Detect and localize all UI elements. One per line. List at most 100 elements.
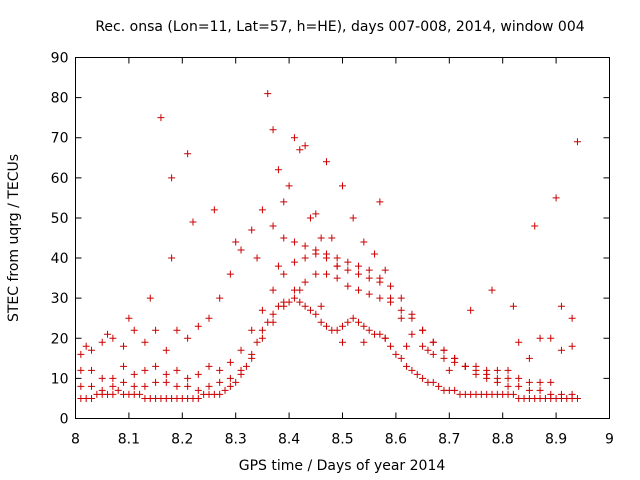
- x-tick-label: 8.7: [438, 432, 460, 448]
- data-point: [413, 370, 421, 378]
- data-point: [403, 342, 411, 350]
- data-point: [344, 282, 352, 290]
- y-tick-label: 30: [51, 291, 69, 307]
- data-point: [194, 370, 202, 378]
- data-point: [162, 378, 170, 386]
- data-point: [376, 330, 384, 338]
- data-point: [258, 334, 266, 342]
- data-point: [141, 382, 149, 390]
- data-point: [440, 346, 448, 354]
- data-point: [184, 150, 192, 158]
- data-point: [504, 374, 512, 382]
- data-point: [573, 138, 581, 146]
- data-point: [376, 198, 384, 206]
- data-point: [408, 366, 416, 374]
- data-point: [355, 318, 363, 326]
- data-point: [339, 338, 346, 346]
- data-point: [210, 206, 218, 214]
- data-point: [536, 334, 544, 342]
- data-point: [296, 286, 304, 294]
- data-point: [237, 346, 245, 354]
- y-tick-label: 60: [51, 171, 69, 187]
- data-point: [120, 362, 128, 370]
- data-point: [157, 114, 165, 122]
- data-point: [333, 326, 341, 334]
- data-point: [301, 278, 309, 286]
- data-point: [269, 126, 277, 134]
- y-tick-label: 80: [51, 91, 69, 107]
- x-tick-label: 8.6: [385, 432, 407, 448]
- data-point: [301, 254, 309, 262]
- data-point: [419, 342, 427, 350]
- data-point: [109, 374, 117, 382]
- data-point: [253, 254, 261, 262]
- data-point: [173, 326, 181, 334]
- data-point: [125, 314, 133, 322]
- data-point: [531, 222, 539, 230]
- data-point: [237, 246, 245, 254]
- data-point: [269, 222, 277, 230]
- data-point: [515, 338, 523, 346]
- data-point: [280, 198, 288, 206]
- data-point: [232, 378, 240, 386]
- data-point: [322, 322, 330, 330]
- data-point: [435, 382, 443, 390]
- x-tick-label: 8.3: [225, 432, 247, 448]
- data-point: [216, 366, 224, 374]
- data-point: [397, 306, 405, 314]
- data-point: [136, 390, 144, 398]
- data-point: [205, 314, 213, 322]
- data-point: [344, 318, 352, 326]
- data-point: [440, 354, 448, 362]
- data-point: [365, 274, 373, 282]
- data-point: [216, 294, 224, 302]
- data-point: [339, 182, 346, 190]
- data-point: [221, 386, 229, 394]
- data-point: [98, 374, 106, 382]
- data-point: [360, 322, 368, 330]
- data-point: [381, 266, 389, 274]
- data-point: [285, 182, 293, 190]
- data-point: [573, 394, 581, 402]
- data-point: [77, 382, 85, 390]
- data-point: [205, 362, 213, 370]
- data-point: [120, 378, 128, 386]
- data-point: [344, 258, 352, 266]
- data-point: [360, 238, 368, 246]
- data-point: [98, 338, 106, 346]
- data-point: [104, 330, 112, 338]
- data-point: [461, 362, 469, 370]
- data-point: [360, 338, 368, 346]
- data-point: [130, 382, 138, 390]
- data-point: [349, 214, 357, 222]
- data-point: [152, 326, 160, 334]
- data-point: [109, 390, 117, 398]
- x-tick-label: 8.5: [331, 432, 353, 448]
- data-point: [493, 374, 501, 382]
- data-point: [333, 262, 341, 270]
- x-tick-label: 9: [605, 432, 614, 448]
- data-point: [376, 274, 384, 282]
- data-point: [515, 374, 523, 382]
- data-point: [130, 370, 138, 378]
- data-point: [184, 382, 192, 390]
- data-point: [322, 250, 330, 258]
- data-point: [168, 254, 176, 262]
- data-point: [290, 258, 298, 266]
- data-point: [242, 362, 250, 370]
- y-tick-label: 10: [51, 371, 69, 387]
- data-point: [280, 234, 288, 242]
- data-point: [120, 342, 128, 350]
- data-point: [568, 342, 576, 350]
- data-point: [322, 158, 330, 166]
- data-point: [387, 294, 395, 302]
- data-point: [194, 322, 202, 330]
- data-point: [403, 362, 411, 370]
- data-point: [515, 382, 523, 390]
- data-point: [173, 382, 181, 390]
- data-point: [184, 374, 192, 382]
- x-tick-label: 8: [71, 432, 80, 448]
- data-points: [77, 90, 581, 402]
- data-point: [216, 378, 224, 386]
- data-point: [88, 346, 96, 354]
